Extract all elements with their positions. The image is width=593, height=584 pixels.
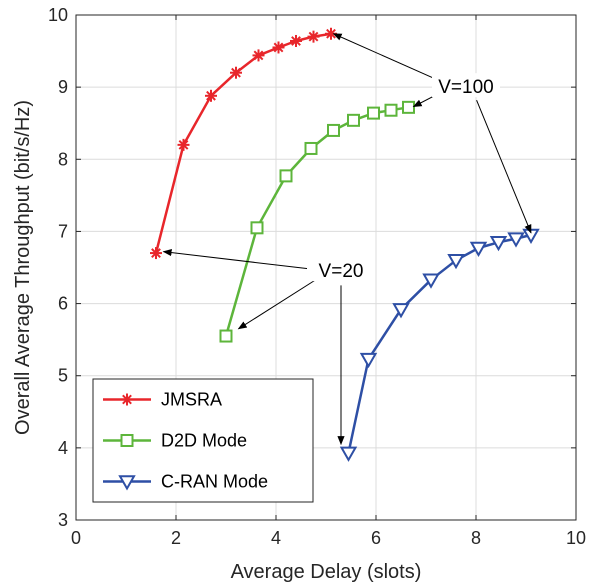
annotation-arrow — [162, 249, 316, 271]
legend-label: D2D Mode — [161, 431, 247, 451]
legend-entry-d2d-mode: D2D Mode — [103, 431, 247, 451]
data-point-c-ran-mode — [489, 236, 508, 252]
x-tick-label: 2 — [171, 528, 181, 548]
legend-label: JMSRA — [161, 390, 222, 410]
series-d2d-mode — [219, 100, 415, 343]
y-tick-label: 3 — [58, 510, 68, 530]
data-point-d2d-mode — [402, 100, 415, 114]
y-tick-label: 8 — [58, 149, 68, 169]
data-point-c-ran-mode — [507, 232, 525, 248]
y-tick-label: 10 — [48, 5, 68, 25]
data-point-d2d-mode — [279, 169, 293, 183]
legend-marker — [121, 393, 133, 406]
data-point-d2d-mode — [384, 103, 398, 117]
x-tick-label: 0 — [71, 528, 81, 548]
data-point-jmsra — [177, 138, 190, 151]
data-point-jmsra — [290, 34, 302, 47]
data-point-jmsra — [205, 89, 217, 102]
legend-entry-jmsra: JMSRA — [103, 390, 222, 410]
legend-marker — [118, 475, 136, 491]
data-point-jmsra — [252, 49, 265, 62]
annotation-label: V=20 — [319, 261, 364, 282]
data-point-c-ran-mode — [359, 352, 378, 369]
x-tick-label: 8 — [471, 528, 481, 548]
data-point-jmsra — [307, 30, 320, 43]
annotations: V=100 V=20 — [162, 33, 532, 446]
annotation-arrow — [332, 33, 443, 83]
x-tick-label: 4 — [271, 528, 281, 548]
y-tick-label: 7 — [58, 221, 68, 241]
x-tick-label: 6 — [371, 528, 381, 548]
y-tick-label: 6 — [58, 294, 68, 314]
annotation-arrow — [476, 100, 532, 234]
y-tick-label: 9 — [58, 77, 68, 97]
annotation-label-bg — [432, 73, 500, 98]
x-axis-label: Average Delay (slots) — [231, 561, 422, 583]
data-point-d2d-mode — [250, 221, 264, 235]
x-tick-label: 10 — [566, 528, 586, 548]
legend-entry-c-ran-mode: C-RAN Mode — [103, 472, 268, 492]
annotation-label: V=100 — [438, 77, 493, 98]
data-point-d2d-mode — [327, 123, 340, 137]
data-point-c-ran-mode — [447, 254, 465, 270]
axis-ticks: 0 2 4 6 8 10 3 4 5 6 7 8 9 10 — [48, 5, 586, 548]
data-point-d2d-mode — [367, 106, 380, 120]
data-point-jmsra — [272, 41, 285, 54]
annotation-label-bg — [307, 257, 375, 282]
data-point-d2d-mode — [347, 113, 360, 127]
legend-marker — [120, 434, 134, 447]
annotation-v-20: V=20 — [162, 249, 375, 446]
plot-frame — [75, 14, 577, 521]
legend: JMSRA D2D Mode C-RAN Mode — [92, 378, 314, 503]
data-point-d2d-mode — [304, 141, 318, 155]
data-point-c-ran-mode — [469, 241, 488, 258]
legend-label: C-RAN Mode — [161, 472, 268, 492]
series-jmsra — [150, 27, 337, 260]
data-point-c-ran-mode — [422, 273, 440, 289]
data-point-c-ran-mode — [339, 446, 358, 462]
annotation-v-100: V=100 — [332, 33, 532, 234]
data-point-c-ran-mode — [392, 303, 410, 319]
annotation-arrow — [237, 277, 319, 330]
data-point-jmsra — [150, 247, 162, 260]
y-tick-label: 4 — [58, 438, 68, 458]
data-point-jmsra — [325, 27, 337, 40]
y-axis-label: Overall Average Throughput (bit/s/Hz) — [12, 100, 34, 435]
data-point-jmsra — [230, 66, 242, 79]
data-point-d2d-mode — [219, 329, 233, 343]
y-tick-label: 5 — [58, 366, 68, 386]
